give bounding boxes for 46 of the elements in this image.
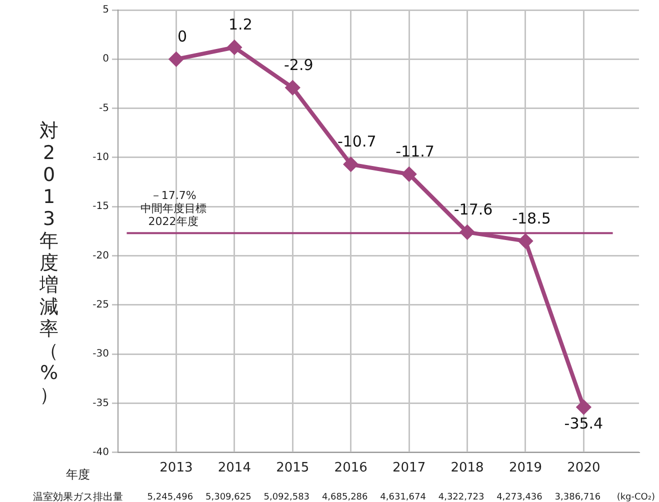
- y-tick-label: -5: [99, 102, 109, 114]
- y-tick-label: -10: [92, 152, 109, 164]
- data-label: -11.7: [396, 142, 434, 161]
- y-tick-label: -30: [92, 348, 109, 360]
- y-tick-label: -35: [92, 398, 109, 409]
- data-label: -10.7: [337, 132, 376, 151]
- text: 対2013年度増減率（%）: [40, 120, 58, 406]
- x-tick-label: 2013: [160, 460, 193, 476]
- data-label: 1.2: [228, 16, 252, 34]
- text: (kg-CO₂): [616, 492, 655, 502]
- data-label: -18.5: [512, 209, 551, 228]
- point: [227, 40, 242, 54]
- text: 3,386,716: [554, 492, 601, 502]
- data-label: -35.4: [564, 414, 604, 433]
- data-label: -17.6: [454, 200, 493, 219]
- text: 5,092,583: [264, 492, 310, 502]
- text: 4,322,723: [438, 492, 484, 502]
- x-tick-label: 2017: [392, 460, 426, 476]
- x-tick-label: 2014: [218, 460, 251, 476]
- y-tick-label: -15: [92, 201, 109, 212]
- text: 5,309,625: [206, 492, 252, 502]
- x-axis-title: 年度: [66, 468, 90, 482]
- y-tick-label: 5: [102, 4, 109, 16]
- text: 4,685,286: [322, 492, 368, 502]
- point: [344, 157, 358, 172]
- text: 4,273,436: [496, 492, 543, 502]
- ref-line-label: －17.7% 中間年度目標 2022年度: [140, 189, 206, 228]
- x-tick-label: 2016: [334, 460, 368, 476]
- point: [402, 167, 416, 182]
- x-tick-label: 2019: [508, 460, 542, 476]
- point: [286, 80, 300, 95]
- text: 5,245,496: [147, 492, 194, 502]
- text: 温室効果ガス排出量: [33, 490, 123, 502]
- text: 4,631,674: [380, 492, 426, 502]
- point: [518, 234, 532, 248]
- x-tick-label: 2020: [567, 460, 600, 476]
- y-tick-label: -20: [92, 250, 109, 262]
- x-tick-label: 2018: [450, 460, 484, 476]
- y-tick-label: -25: [92, 300, 109, 311]
- y-tick-label: 0: [102, 54, 109, 65]
- x-tick-label: 2015: [276, 460, 310, 476]
- point: [576, 400, 591, 414]
- point: [169, 52, 184, 66]
- data-label: 0: [177, 28, 187, 46]
- data-label: -2.9: [284, 56, 314, 74]
- y-tick-label: -40: [92, 446, 109, 458]
